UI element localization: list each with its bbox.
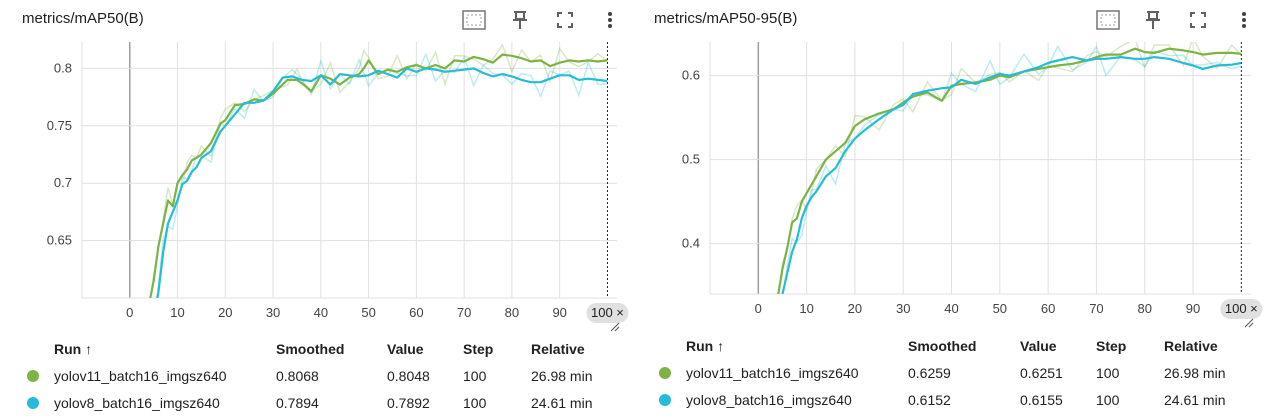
step: 100 [463,395,487,411]
step: 100 [1096,365,1120,381]
run-name: yolov11_batch16_imgsz640 [54,368,227,384]
y-tick-label: 0.65 [47,233,72,248]
y-tick-label: 0.8 [54,60,72,75]
header-step[interactable]: Step [463,341,494,357]
table-row[interactable]: yolov8_batch16_imgsz640 0.6152 0.6155 10… [632,388,1264,412]
step-cursor-badge [1220,299,1263,319]
y-tick-label: 0.7 [54,175,72,190]
card-title: metrics/mAP50(B) [22,10,144,27]
chart-map50[interactable]: 0 10 20 30 40 50 60 70 80 90 0.65 0.7 0.75 0.8 100 × [0,36,632,336]
series-raw-line [149,43,608,298]
table-header: Run ↑ Smoothed Value Step Relative [632,334,1264,358]
table-row[interactable]: yolov11_batch16_imgsz640 0.8068 0.8048 1… [0,364,632,388]
x-tick-label: 20 [848,301,862,316]
series-line [777,47,1242,294]
fullscreen-icon[interactable] [552,8,578,32]
x-tick-label: 80 [505,305,519,320]
smoothed-value: 0.7894 [276,395,319,411]
run-name: yolov11_batch16_imgsz640 [686,365,859,381]
step: 100 [463,368,487,384]
table-header: Run ↑ Smoothed Value Step Relative [0,337,632,361]
relative-time: 26.98 min [531,368,593,384]
x-tick-label: 0 [755,301,762,316]
value: 0.8048 [387,368,430,384]
x-tick-label: 70 [457,305,471,320]
series-raw-line [782,44,1242,294]
header-run[interactable]: Run ↑ [54,341,93,357]
more-vert-icon[interactable] [1231,8,1257,32]
relative-time: 24.61 min [1164,392,1226,408]
pin-icon[interactable] [1140,8,1166,32]
header-smoothed[interactable]: Smoothed [908,338,977,354]
step-cursor-badge [586,303,629,323]
series-raw-line [156,52,608,298]
y-tick-label: 0.4 [682,236,700,251]
smoothed-value: 0.6259 [908,365,951,381]
step: 100 [1096,392,1120,408]
run-name: yolov8_batch16_imgsz640 [686,392,852,408]
value: 0.7892 [387,395,430,411]
card-title: metrics/mAP50-95(B) [654,10,798,27]
more-vert-icon[interactable] [597,8,623,32]
header-relative[interactable]: Relative [1164,338,1218,354]
fit-domain-icon[interactable] [461,8,487,32]
x-tick-label: 10 [170,305,184,320]
x-tick-label: 30 [896,301,910,316]
value: 0.6251 [1020,365,1063,381]
relative-time: 26.98 min [1164,365,1226,381]
value: 0.6155 [1020,392,1063,408]
x-tick-label: 10 [799,301,813,316]
resize-handle-icon [610,322,620,332]
series-line [781,56,1242,294]
x-tick-label: 30 [266,305,280,320]
x-tick-label: 60 [409,305,423,320]
header-value[interactable]: Value [387,341,424,357]
header-run[interactable]: Run ↑ [686,338,725,354]
run-color-dot [659,394,671,406]
chart-map50-95[interactable]: 0 10 20 30 40 50 60 70 80 90 0.4 0.5 0.6 100 × [632,36,1264,336]
step-cursor-label: 100 × [591,305,624,320]
y-tick-label: 0.6 [682,68,700,83]
x-tick-label: 50 [361,305,375,320]
table-row[interactable]: yolov11_batch16_imgsz640 0.6259 0.6251 1… [632,361,1264,385]
fullscreen-icon[interactable] [1185,8,1211,32]
smoothed-value: 0.6152 [908,392,951,408]
x-tick-label: 50 [993,301,1007,316]
chart-card-map50-95: metrics/mAP50-95(B) 0 10 20 30 40 50 60 70 80 90 0… [632,0,1264,418]
header-value[interactable]: Value [1020,338,1057,354]
x-tick-label: 60 [1041,301,1055,316]
header-relative[interactable]: Relative [531,341,585,357]
x-tick-label: 40 [314,305,328,320]
x-tick-label: 40 [944,301,958,316]
table-row[interactable]: yolov8_batch16_imgsz640 0.7894 0.7892 10… [0,391,632,415]
x-tick-label: 70 [1089,301,1103,316]
relative-time: 24.61 min [531,395,593,411]
x-tick-label: 20 [218,305,232,320]
pin-icon[interactable] [507,8,533,32]
x-tick-label: 0 [126,305,133,320]
x-tick-label: 90 [1186,301,1200,316]
series-line [156,67,608,298]
y-tick-label: 0.5 [682,152,700,167]
header-step[interactable]: Step [1096,338,1127,354]
run-color-dot [27,370,39,382]
fit-domain-icon[interactable] [1095,8,1121,32]
x-tick-label: 90 [552,305,566,320]
run-color-dot [659,367,671,379]
resize-handle-icon [1244,318,1254,328]
step-cursor-label: 100 × [1225,301,1258,316]
chart-card-map50: metrics/mAP50(B) 0 10 20 30 40 50 60 70 80 90 0.65… [0,8,632,415]
header-smoothed[interactable]: Smoothed [276,341,345,357]
smoothed-value: 0.8068 [276,368,319,384]
y-tick-label: 0.75 [47,118,72,133]
x-tick-label: 80 [1137,301,1151,316]
run-color-dot [27,397,39,409]
run-name: yolov8_batch16_imgsz640 [54,395,220,411]
